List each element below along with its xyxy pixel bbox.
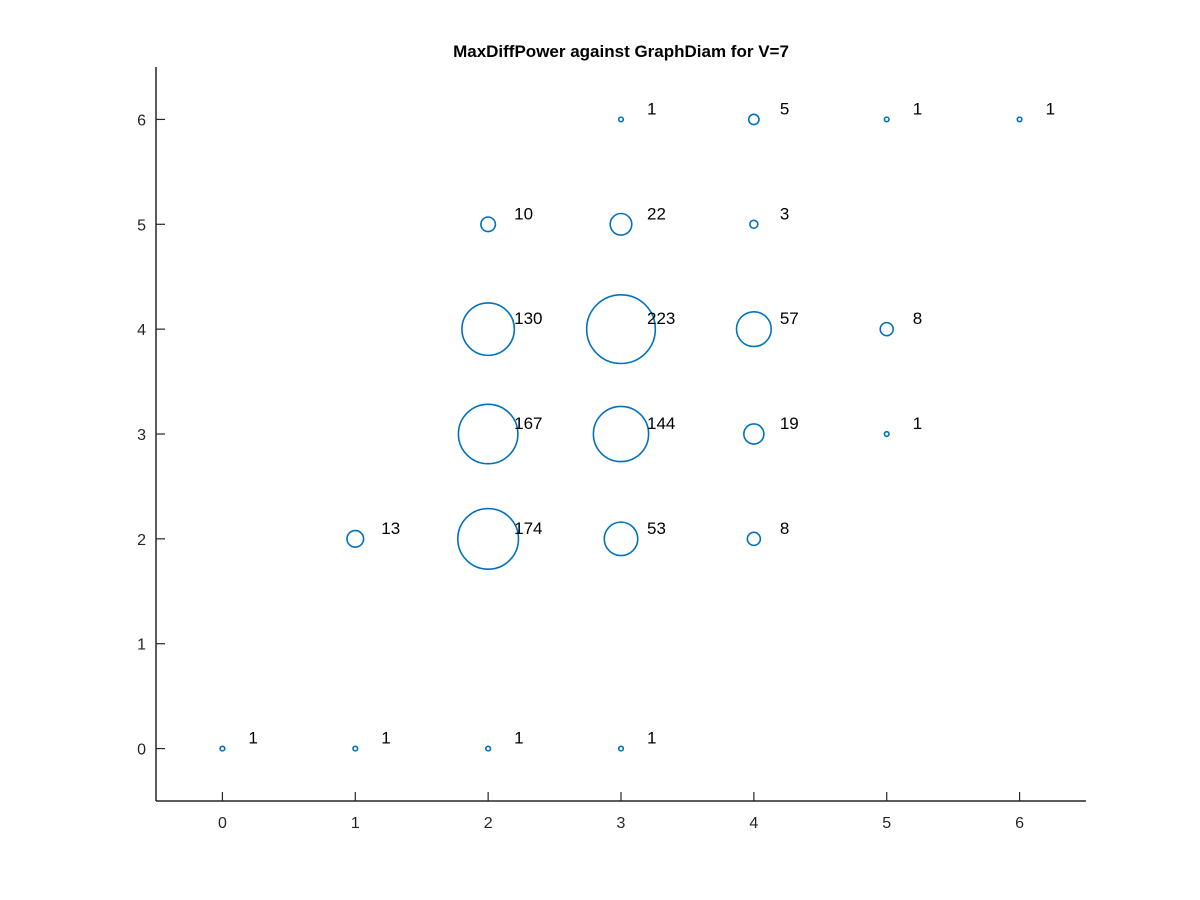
data-label: 5 (780, 99, 789, 118)
x-tick-label: 3 (617, 815, 626, 832)
data-point (603, 521, 639, 557)
data-label: 130 (514, 309, 542, 328)
data-label: 1 (647, 729, 656, 748)
data-label: 1 (248, 729, 257, 748)
data-label: 57 (780, 309, 799, 328)
y-tick-label: 0 (137, 742, 146, 759)
data-label: 53 (647, 519, 666, 538)
x-tick-label: 5 (882, 815, 891, 832)
x-tick-label: 4 (749, 815, 758, 832)
y-tick-label: 5 (137, 217, 146, 234)
data-point (585, 293, 657, 365)
x-tick-label: 2 (484, 815, 493, 832)
data-label: 1 (514, 729, 523, 748)
bubble-series (219, 113, 1023, 752)
y-tick-label: 4 (137, 322, 146, 339)
data-point (457, 403, 519, 465)
data-point (480, 216, 497, 233)
data-point (746, 531, 762, 547)
data-point (735, 310, 773, 348)
data-label: 1 (647, 99, 656, 118)
data-point (457, 507, 520, 570)
data-point (743, 423, 765, 445)
x-tick-label: 1 (351, 815, 360, 832)
data-point (609, 212, 633, 236)
data-label: 10 (514, 204, 533, 223)
data-point (883, 116, 890, 123)
data-label: 223 (647, 309, 675, 328)
data-point (883, 430, 890, 438)
data-label: 22 (647, 204, 666, 223)
x-tick-label: 0 (218, 815, 227, 832)
data-point (879, 321, 895, 337)
data-point (749, 219, 759, 230)
data-point (592, 405, 650, 463)
data-point (617, 745, 625, 752)
data-point (485, 745, 492, 752)
x-tick-label: 6 (1015, 815, 1024, 832)
data-point (352, 745, 359, 752)
data-label: 8 (780, 519, 789, 538)
y-tick-label: 1 (137, 637, 146, 654)
data-point (219, 745, 226, 752)
data-label: 8 (913, 309, 922, 328)
axes: 0 1 2 3 4 5 6 0 1 2 3 4 5 6 (137, 67, 1086, 832)
data-label: 174 (514, 519, 542, 538)
data-label: 3 (780, 204, 789, 223)
data-point (747, 113, 760, 126)
data-label: 1 (913, 99, 922, 118)
data-point (1016, 116, 1023, 123)
data-label: 1 (1046, 99, 1055, 118)
y-tick-label: 6 (137, 112, 146, 129)
data-label: 144 (647, 414, 675, 433)
data-label: 1 (381, 729, 390, 748)
data-point (461, 302, 516, 357)
data-label: 13 (381, 519, 400, 538)
data-point (617, 116, 625, 123)
data-label: 19 (780, 414, 799, 433)
data-label: 1 (913, 414, 922, 433)
data-point (346, 529, 365, 548)
chart-title: MaxDiffPower against GraphDiam for V=7 (453, 42, 789, 61)
y-tick-label: 2 (137, 532, 146, 549)
data-label: 167 (514, 414, 542, 433)
y-tick-label: 3 (137, 427, 146, 444)
